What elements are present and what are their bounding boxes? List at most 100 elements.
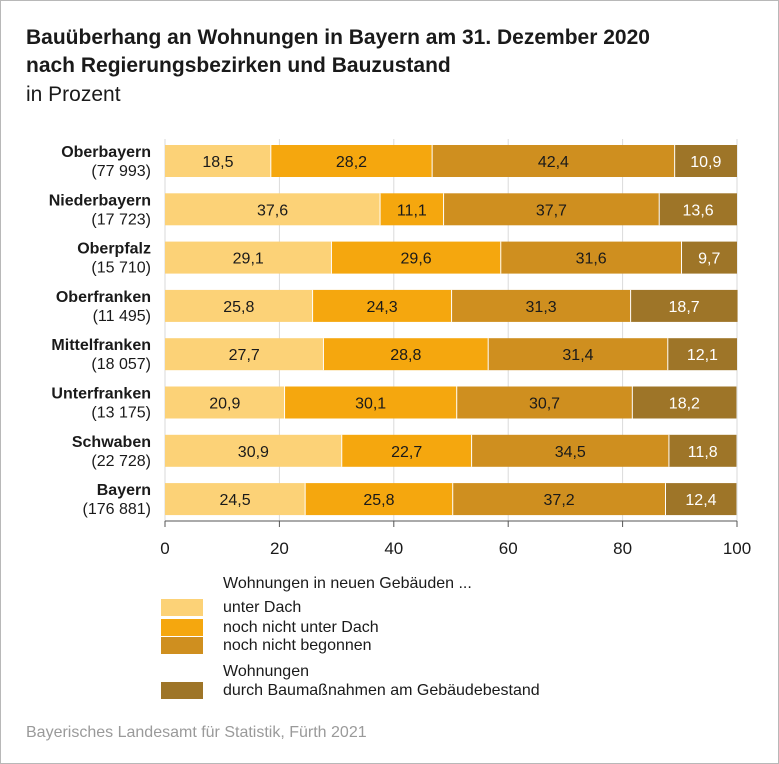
data-label-oberpfalz-series-3: 9,7 xyxy=(698,251,720,268)
data-label-oberpfalz-series-0: 29,1 xyxy=(233,251,264,268)
data-label-unterfranken-series-2: 30,7 xyxy=(529,396,560,413)
x-tick-label-60: 60 xyxy=(499,539,518,558)
legend-label-noch-nicht-begonnen: noch nicht begonnen xyxy=(223,637,372,654)
data-label-unterfranken-series-0: 20,9 xyxy=(209,396,240,413)
data-label-oberbayern-series-0: 18,5 xyxy=(202,154,233,171)
bar-mittelfranken-series-1 xyxy=(323,338,489,371)
bar-oberbayern-series-2 xyxy=(432,145,675,177)
bar-unterfranken-series-2 xyxy=(456,386,633,419)
source-note: Bayerisches Landesamt für Statistik, Für… xyxy=(26,724,367,741)
legend-label-noch-nicht-unter-dach: noch nicht unter Dach xyxy=(223,619,379,636)
category-count-bayern: (176 881) xyxy=(83,501,152,518)
category-count-oberpfalz: (15 710) xyxy=(91,260,151,277)
category-label-oberbayern: Oberbayern xyxy=(61,144,151,161)
data-label-mittelfranken-series-1: 28,8 xyxy=(390,347,421,364)
data-label-bayern-series-2: 37,2 xyxy=(544,492,575,509)
bar-niederbayern-series-2 xyxy=(443,193,660,226)
data-label-oberbayern-series-1: 28,2 xyxy=(336,154,367,171)
bar-oberfranken-series-0 xyxy=(165,289,313,322)
data-label-oberbayern-series-3: 10,9 xyxy=(690,154,721,171)
category-label-bayern: Bayern xyxy=(97,482,151,499)
data-label-bayern-series-3: 12,4 xyxy=(685,492,716,509)
bar-oberpfalz-series-0 xyxy=(165,241,332,274)
data-label-unterfranken-series-1: 30,1 xyxy=(355,396,386,413)
bar-schwaben-series-1 xyxy=(341,434,472,467)
bar-bayern-series-2 xyxy=(452,483,666,516)
data-label-bayern-series-0: 24,5 xyxy=(219,492,250,509)
data-label-unterfranken-series-3: 18,2 xyxy=(669,396,700,413)
legend-swatch-noch-nicht-begonnen xyxy=(161,637,203,654)
category-count-oberfranken: (11 495) xyxy=(93,308,151,325)
data-label-oberfranken-series-0: 25,8 xyxy=(223,299,254,316)
category-label-schwaben: Schwaben xyxy=(72,434,151,451)
bar-unterfranken-series-0 xyxy=(165,386,285,419)
bar-oberpfalz-series-2 xyxy=(500,241,682,274)
data-label-oberpfalz-series-1: 29,6 xyxy=(401,251,432,268)
data-label-oberfranken-series-3: 18,7 xyxy=(669,299,700,316)
bar-oberbayern-series-1 xyxy=(270,145,433,177)
category-count-unterfranken: (13 175) xyxy=(91,405,151,422)
category-count-mittelfranken: (18 057) xyxy=(91,356,151,373)
bar-schwaben-series-2 xyxy=(471,434,669,467)
chart-title-line1: Bauüberhang an Wohnungen in Bayern am 31… xyxy=(26,26,650,49)
data-label-oberfranken-series-1: 24,3 xyxy=(367,299,398,316)
x-tick-label-100: 100 xyxy=(723,539,751,558)
bar-oberfranken-series-2 xyxy=(451,289,631,322)
data-label-niederbayern-series-0: 37,6 xyxy=(257,202,288,219)
bar-mittelfranken-series-3 xyxy=(667,338,737,371)
bar-unterfranken-series-1 xyxy=(284,386,457,419)
bar-niederbayern-series-0 xyxy=(165,193,381,226)
data-label-niederbayern-series-2: 37,7 xyxy=(536,202,567,219)
data-label-schwaben-series-1: 22,7 xyxy=(391,444,422,461)
chart-title-line2: nach Regierungsbezirken und Bauzustand xyxy=(26,54,451,77)
data-label-niederbayern-series-1: 11,1 xyxy=(397,202,427,219)
legend-label-wohnungen: Wohnungen xyxy=(223,663,309,680)
data-label-mittelfranken-series-0: 27,7 xyxy=(229,347,260,364)
data-label-mittelfranken-series-2: 31,4 xyxy=(562,347,593,364)
x-tick-label-20: 20 xyxy=(270,539,289,558)
bar-bayern-series-3 xyxy=(665,483,737,516)
data-label-schwaben-series-2: 34,5 xyxy=(555,444,586,461)
bar-oberfranken-series-1 xyxy=(312,289,452,322)
bar-oberpfalz-series-3 xyxy=(681,241,737,274)
bar-oberpfalz-series-1 xyxy=(331,241,501,274)
data-label-schwaben-series-3: 11,8 xyxy=(688,444,718,461)
bar-mittelfranken-series-2 xyxy=(488,338,668,371)
bar-schwaben-series-3 xyxy=(668,434,737,467)
category-label-niederbayern: Niederbayern xyxy=(49,192,151,209)
bar-mittelfranken-series-0 xyxy=(165,338,324,371)
legend-swatch-noch-nicht-unter-dach xyxy=(161,619,203,636)
data-label-mittelfranken-series-3: 12,1 xyxy=(687,347,718,364)
bar-oberbayern-series-3 xyxy=(674,145,737,177)
x-tick-label-40: 40 xyxy=(384,539,403,558)
bar-oberbayern-series-0 xyxy=(165,145,271,177)
bar-niederbayern-series-1 xyxy=(380,193,444,226)
x-tick-label-80: 80 xyxy=(613,539,632,558)
bar-unterfranken-series-3 xyxy=(632,386,737,419)
chart-subtitle: in Prozent xyxy=(26,83,121,106)
legend-swatch-baumassnahmen xyxy=(161,682,203,699)
legend-label-baumassnahmen: durch Baumaßnahmen am Gebäudebestand xyxy=(223,682,540,699)
data-label-bayern-series-1: 25,8 xyxy=(363,492,394,509)
data-label-oberfranken-series-2: 31,3 xyxy=(526,299,557,316)
legend-heading: Wohnungen in neuen Gebäuden ... xyxy=(223,575,472,592)
legend-label-unter-dach: unter Dach xyxy=(223,599,302,616)
category-count-oberbayern: (77 993) xyxy=(91,163,151,180)
bar-oberfranken-series-3 xyxy=(630,289,738,322)
chart-title: Bauüberhang an Wohnungen in Bayern am 31… xyxy=(26,24,766,80)
legend-swatch-unter-dach xyxy=(161,599,203,616)
category-count-schwaben: (22 728) xyxy=(91,453,151,470)
x-tick-label-0: 0 xyxy=(160,539,169,558)
category-label-mittelfranken: Mittelfranken xyxy=(51,337,151,354)
bar-schwaben-series-0 xyxy=(165,434,342,467)
category-label-unterfranken: Unterfranken xyxy=(51,386,151,403)
bar-niederbayern-series-3 xyxy=(659,193,737,226)
bar-bayern-series-1 xyxy=(305,483,453,516)
category-label-oberfranken: Oberfranken xyxy=(56,289,151,306)
data-label-oberbayern-series-2: 42,4 xyxy=(538,154,569,171)
category-label-oberpfalz: Oberpfalz xyxy=(77,241,151,258)
data-label-oberpfalz-series-2: 31,6 xyxy=(576,251,607,268)
data-label-schwaben-series-0: 30,9 xyxy=(238,444,269,461)
